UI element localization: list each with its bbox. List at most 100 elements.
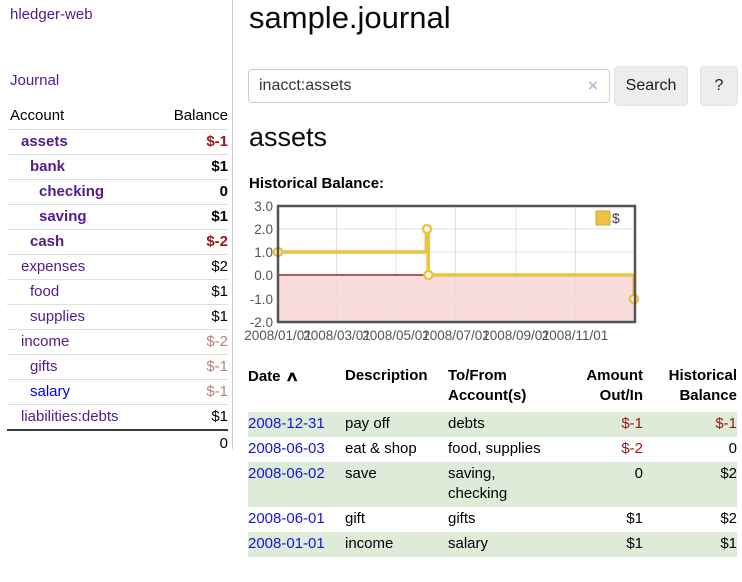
account-balance: $2 xyxy=(211,258,228,275)
sidebar: hledger-web Journal Account Balance asse… xyxy=(0,0,233,452)
accounts-table-header: Account Balance xyxy=(7,103,228,129)
transaction-description: save xyxy=(345,465,377,482)
accounts-total-row: 0 xyxy=(7,429,228,456)
sidebar-account-gifts[interactable]: gifts $-1 xyxy=(7,354,228,379)
svg-text:2008/11/01: 2008/11/01 xyxy=(542,328,609,343)
transaction-balance: $2 xyxy=(720,465,737,482)
clear-search-icon[interactable]: × xyxy=(588,76,598,95)
page-title: sample.journal xyxy=(249,0,451,35)
sort-ascending-icon: ∧ xyxy=(284,368,299,384)
sidebar-item-journal[interactable]: Journal xyxy=(10,72,60,89)
account-balance: $-1 xyxy=(206,358,228,375)
svg-text:1.0: 1.0 xyxy=(254,245,273,260)
account-balance: 0 xyxy=(219,183,228,200)
transaction-date-link[interactable]: 2008-06-03 xyxy=(248,440,325,457)
transaction-balance: $-1 xyxy=(715,415,737,432)
transaction-balance: $2 xyxy=(720,510,737,527)
transaction-description: pay off xyxy=(345,415,390,432)
sidebar-account-income[interactable]: income $-2 xyxy=(7,329,228,354)
svg-text:3.0: 3.0 xyxy=(254,199,273,214)
transaction-accounts: gifts xyxy=(448,510,476,527)
account-link[interactable]: food xyxy=(30,283,60,300)
sidebar-account-assets[interactable]: assets $-1 xyxy=(7,129,228,154)
accounts-total-value: 0 xyxy=(219,435,228,452)
account-balance: $-1 xyxy=(206,133,228,150)
account-link[interactable]: income xyxy=(21,333,70,350)
transaction-date-link[interactable]: 2008-06-02 xyxy=(248,465,325,482)
account-link[interactable]: expenses xyxy=(21,258,86,275)
svg-text:2.0: 2.0 xyxy=(254,222,273,237)
transaction-amount: $-1 xyxy=(621,415,643,432)
svg-text:-1.0: -1.0 xyxy=(250,292,273,307)
amount-column-header: Amount Out/In xyxy=(586,367,643,404)
account-balance: $-1 xyxy=(206,383,228,400)
chart-x-tick-labels: 2008/01/01 2008/03/01 2008/05/01 2008/07… xyxy=(244,328,608,343)
svg-text:2008/09/01: 2008/09/01 xyxy=(482,328,550,343)
help-button[interactable]: ? xyxy=(700,66,738,106)
description-column-header: Description xyxy=(345,367,428,384)
account-balance: $1 xyxy=(211,283,228,300)
account-heading: assets xyxy=(249,122,328,152)
transaction-accounts: debts xyxy=(448,415,485,432)
account-link[interactable]: assets xyxy=(21,133,68,150)
register-row[interactable]: 2008-06-01 gift gifts $1 $2 xyxy=(248,507,737,532)
account-link[interactable]: saving xyxy=(39,208,87,225)
accounts-column-header: To/From Account(s) xyxy=(448,367,527,404)
sidebar-account-checking[interactable]: checking 0 xyxy=(7,179,228,204)
account-link[interactable]: checking xyxy=(39,183,105,200)
sidebar-account-cash[interactable]: cash $-2 xyxy=(7,229,228,254)
account-column-header: Account xyxy=(10,107,65,124)
search-input[interactable] xyxy=(248,69,610,103)
transaction-accounts: food, supplies xyxy=(448,440,541,457)
svg-text:2008/03/01: 2008/03/01 xyxy=(303,328,371,343)
account-link[interactable]: salary xyxy=(30,383,71,400)
sidebar-account-salary[interactable]: salary $-1 xyxy=(7,379,228,404)
legend-label: $ xyxy=(612,210,620,226)
sidebar-account-bank[interactable]: bank $1 xyxy=(7,154,228,179)
svg-text:2008/07/01: 2008/07/01 xyxy=(422,328,490,343)
sidebar-account-saving[interactable]: saving $1 xyxy=(7,204,228,229)
svg-text:-2.0: -2.0 xyxy=(250,315,273,330)
account-link[interactable]: cash xyxy=(30,233,65,250)
chart-title: Historical Balance: xyxy=(249,175,385,192)
register-row[interactable]: 2008-01-01 income salary $1 $1 xyxy=(248,532,737,557)
register-row[interactable]: 2008-06-03 eat & shop food, supplies $-2… xyxy=(248,437,737,462)
register-header-row: Date ∧ Description To/From Account(s) Amo… xyxy=(248,362,737,412)
account-balance: $1 xyxy=(211,408,228,425)
transaction-balance: $1 xyxy=(720,535,737,552)
transaction-description: gift xyxy=(345,510,366,527)
balance-column-header: Balance xyxy=(173,107,228,124)
transaction-amount: $-2 xyxy=(621,440,643,457)
transaction-date-link[interactable]: 2008-01-01 xyxy=(248,535,325,552)
register-table: Date ∧ Description To/From Account(s) Amo… xyxy=(248,362,737,557)
account-link[interactable]: liabilities:debts xyxy=(21,408,119,425)
sidebar-account-food[interactable]: food $1 xyxy=(7,279,228,304)
svg-text:2008/01/01: 2008/01/01 xyxy=(244,328,312,343)
chart-y-tick-labels: 3.0 2.0 1.0 0.0 -1.0 -2.0 xyxy=(250,199,273,330)
account-balance: $1 xyxy=(211,208,228,225)
register-row[interactable]: 2008-06-02 save saving, checking 0 $2 xyxy=(248,462,737,507)
account-balance: $1 xyxy=(211,158,228,175)
account-link[interactable]: bank xyxy=(30,158,66,175)
app-brand-link[interactable]: hledger-web xyxy=(10,6,93,23)
account-balance: $-2 xyxy=(206,233,228,250)
account-balance: $1 xyxy=(211,308,228,325)
transaction-date-link[interactable]: 2008-12-31 xyxy=(248,415,325,432)
transaction-description: income xyxy=(345,535,394,552)
sidebar-account-liabilities-debts[interactable]: liabilities:debts $1 xyxy=(7,404,228,429)
historical-balance-chart[interactable]: $ 3.0 2.0 1.0 0.0 -1.0 -2.0 2008/01/01 2… xyxy=(240,199,742,349)
date-column-header[interactable]: Date ∧ xyxy=(248,368,299,385)
search-button[interactable]: Search xyxy=(614,66,688,106)
transaction-accounts: saving, checking xyxy=(448,465,508,502)
register-row[interactable]: 2008-12-31 pay off debts $-1 $-1 xyxy=(248,412,737,437)
account-link[interactable]: gifts xyxy=(30,358,58,375)
transaction-date-link[interactable]: 2008-06-01 xyxy=(248,510,325,527)
accounts-table: Account Balance assets $-1 bank $1 check… xyxy=(7,103,228,456)
account-link[interactable]: supplies xyxy=(30,308,86,325)
transaction-amount: $1 xyxy=(626,510,643,527)
transaction-description: eat & shop xyxy=(345,440,417,457)
sidebar-account-expenses[interactable]: expenses $2 xyxy=(7,254,228,279)
svg-text:0.0: 0.0 xyxy=(254,268,273,283)
svg-text:2008/05/01: 2008/05/01 xyxy=(362,328,430,343)
sidebar-account-supplies[interactable]: supplies $1 xyxy=(7,304,228,329)
